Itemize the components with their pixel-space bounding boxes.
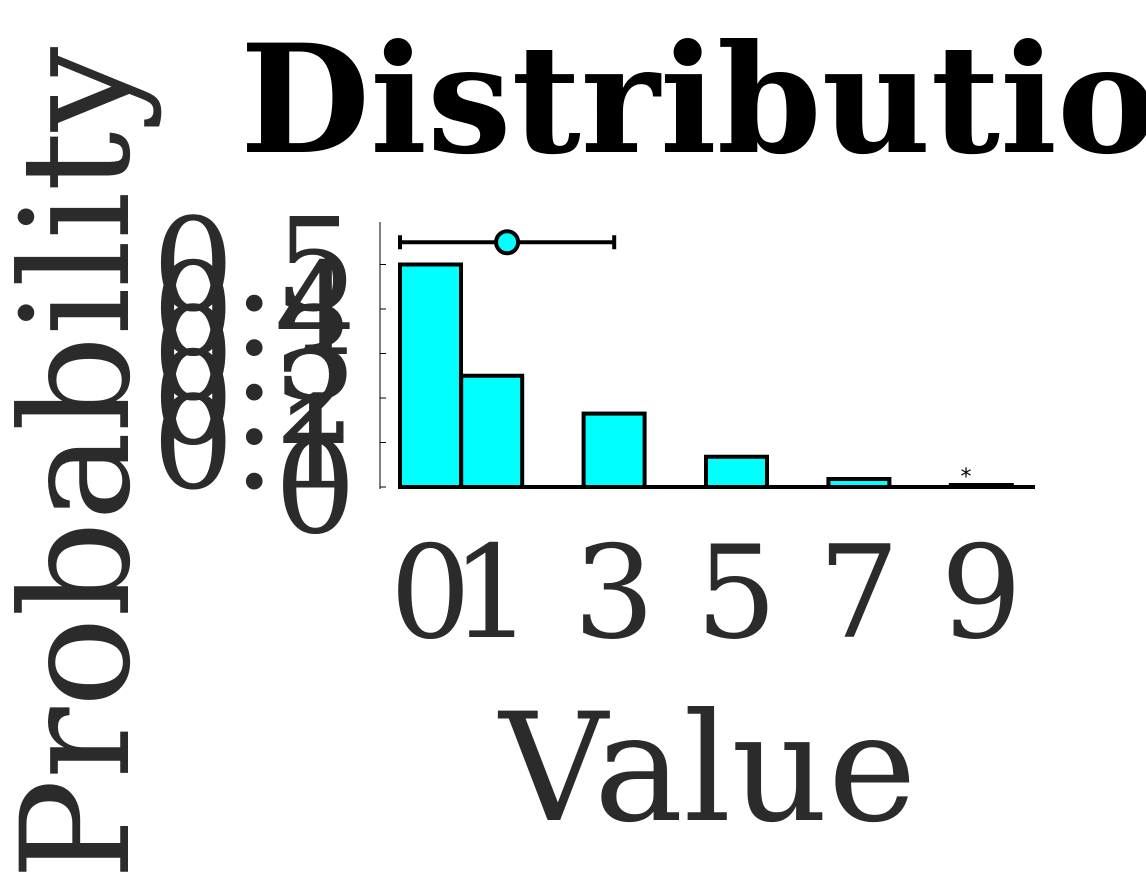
x-tick-label: 3 (573, 519, 654, 668)
summary-mean-marker (494, 229, 521, 256)
y-tick-label: 0 (275, 414, 356, 563)
bar (398, 262, 463, 489)
bar (459, 373, 525, 489)
plot-area: 00.10.20.30.40.5 01 3 5 7 9 * (152, 192, 1035, 668)
bar (704, 454, 769, 489)
y-axis-label: Probability va (0, 0, 164, 875)
x-tick-label: 0 (390, 519, 471, 668)
annotation-marker: * (961, 465, 972, 490)
x-tick-label: 5 (696, 519, 777, 668)
y-tick-label: 0.2 (152, 325, 356, 474)
x-tick-label: 9 (941, 519, 1022, 668)
y-tick-label: 0.3 (152, 281, 356, 430)
chart-title: Distribution (240, 12, 1146, 188)
y-tick-label: 0.1 (152, 370, 356, 519)
bar (581, 411, 647, 490)
y-tick-label: 0.5 (152, 192, 356, 341)
y-tick-label: 0.4 (152, 236, 356, 385)
x-axis-label: Value (497, 682, 916, 856)
x-tick-label: 7 (818, 519, 899, 668)
x-tick-label: 1 (451, 519, 532, 668)
